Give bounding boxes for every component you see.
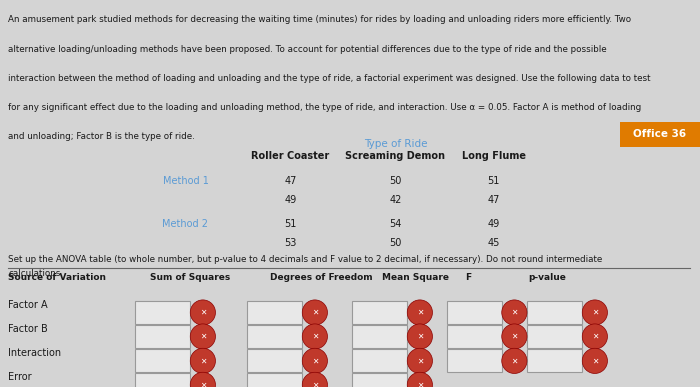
Text: ✕: ✕ [511,356,517,365]
Text: ✕: ✕ [416,380,423,387]
Text: Mean Square: Mean Square [382,273,449,282]
Text: 49: 49 [284,195,297,205]
Text: Factor A: Factor A [8,300,48,310]
Text: Degrees of Freedom: Degrees of Freedom [270,273,372,282]
Text: for any significant effect due to the loading and unloading method, the type of : for any significant effect due to the lo… [8,103,642,111]
Text: ✕: ✕ [312,380,318,387]
Text: Long Flume: Long Flume [461,151,526,161]
Text: Interaction: Interaction [8,348,62,358]
Text: ✕: ✕ [592,308,598,317]
Text: ✕: ✕ [199,332,206,341]
Text: ✕: ✕ [511,308,517,317]
Text: Method 1: Method 1 [162,176,209,186]
Text: ✕: ✕ [199,308,206,317]
Text: 47: 47 [284,176,297,186]
Text: 51: 51 [284,219,297,229]
Text: Source of Variation: Source of Variation [8,273,106,282]
Text: ✕: ✕ [592,356,598,365]
Text: ✕: ✕ [511,332,517,341]
Text: interaction between the method of loading and unloading and the type of ride, a : interaction between the method of loadin… [8,74,651,82]
Text: ✕: ✕ [416,308,423,317]
Text: and unloading; Factor B is the type of ride.: and unloading; Factor B is the type of r… [8,132,195,140]
Text: ✕: ✕ [592,332,598,341]
Text: Roller Coaster: Roller Coaster [251,151,330,161]
Text: Error: Error [8,372,32,382]
Text: 50: 50 [389,176,402,186]
Text: Method 2: Method 2 [162,219,209,229]
Text: Factor B: Factor B [8,324,48,334]
Text: An amusement park studied methods for decreasing the waiting time (minutes) for : An amusement park studied methods for de… [8,15,631,24]
Text: 49: 49 [487,219,500,229]
Text: p-value: p-value [528,273,566,282]
Text: ✕: ✕ [199,356,206,365]
Text: 47: 47 [487,195,500,205]
Text: calculations.: calculations. [8,269,64,278]
Text: 53: 53 [284,238,297,248]
Text: ✕: ✕ [199,380,206,387]
Text: ✕: ✕ [416,356,423,365]
Text: 54: 54 [389,219,402,229]
Text: 42: 42 [389,195,402,205]
Text: ✕: ✕ [416,332,423,341]
Text: Set up the ANOVA table (to whole number, but p-value to 4 decimals and F value t: Set up the ANOVA table (to whole number,… [8,255,603,264]
Text: 51: 51 [487,176,500,186]
Text: 45: 45 [487,238,500,248]
Text: ✕: ✕ [312,356,318,365]
Text: F: F [466,273,472,282]
Text: Sum of Squares: Sum of Squares [150,273,231,282]
Text: Type of Ride: Type of Ride [364,139,427,149]
Text: Screaming Demon: Screaming Demon [346,151,445,161]
Text: ✕: ✕ [312,332,318,341]
Text: Office 36: Office 36 [634,130,686,139]
Text: alternative loading/unloading methods have been proposed. To account for potenti: alternative loading/unloading methods ha… [8,45,607,53]
Text: ✕: ✕ [312,308,318,317]
Text: 50: 50 [389,238,402,248]
